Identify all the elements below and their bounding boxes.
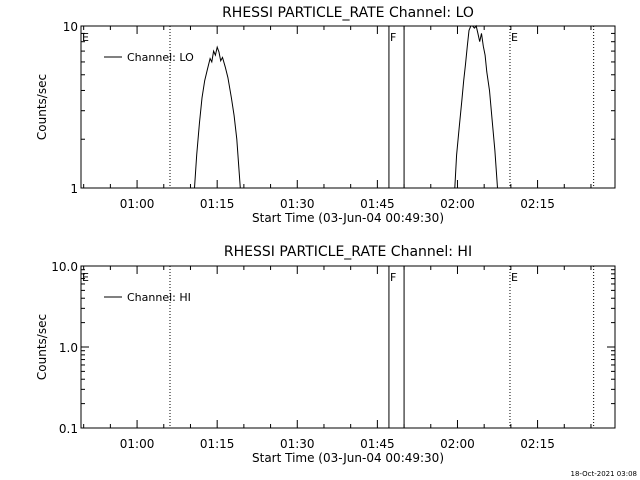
hi-x-tick-label: 01:00	[120, 437, 155, 451]
footer-timestamp: 18-Oct-2021 03:08	[571, 470, 637, 478]
lo-x-tick-label: 01:30	[280, 197, 315, 211]
lo-x-tick-label: 01:00	[120, 197, 155, 211]
hi-x-tick-label: 02:00	[440, 437, 475, 451]
lo-event-marker-label: F	[390, 31, 396, 44]
lo-event-marker-label: E	[511, 31, 518, 44]
hi-x-tick-label: 01:15	[200, 437, 235, 451]
hi-y-tick-label: 0.1	[59, 422, 78, 436]
hi-chart-title: RHESSI PARTICLE_RATE Channel: HI	[224, 244, 472, 260]
lo-x-tick-label: 02:00	[440, 197, 475, 211]
hi-x-tick-label: 01:45	[360, 437, 395, 451]
lo-channel-panel: RHESSI PARTICLE_RATE Channel: LO Start Ti…	[35, 5, 616, 225]
lo-y-tick-label: 1	[70, 182, 78, 196]
lo-x-tick-label: 01:15	[200, 197, 235, 211]
hi-x-tick-label: 02:15	[520, 437, 555, 451]
hi-y-tick-label: 10.0	[51, 260, 78, 274]
lo-series-line-0	[194, 24, 498, 189]
hi-y-tick-label: 1.0	[59, 341, 78, 355]
hi-event-marker-label: F	[390, 271, 396, 284]
lo-legend-label: Channel: LO	[127, 51, 194, 64]
lo-x-axis-label: Start Time (03-Jun-04 00:49:30)	[252, 211, 444, 225]
hi-x-tick-label: 01:30	[280, 437, 315, 451]
lo-chart-title: RHESSI PARTICLE_RATE Channel: LO	[222, 5, 474, 21]
lo-x-tick-label: 01:45	[360, 197, 395, 211]
hi-event-marker-label: E	[82, 271, 89, 284]
hi-x-axis-label: Start Time (03-Jun-04 00:49:30)	[252, 451, 444, 465]
lo-event-marker-label: E	[82, 31, 89, 44]
hi-legend-label: Channel: HI	[127, 291, 191, 304]
hi-event-marker-label: E	[511, 271, 518, 284]
hi-channel-panel: RHESSI PARTICLE_RATE Channel: HI Start Ti…	[35, 244, 616, 465]
lo-y-axis-label: Counts/sec	[35, 74, 49, 140]
lo-y-tick-label: 10	[63, 20, 78, 34]
lo-x-tick-label: 02:15	[520, 197, 555, 211]
hi-y-axis-label: Counts/sec	[35, 314, 49, 380]
